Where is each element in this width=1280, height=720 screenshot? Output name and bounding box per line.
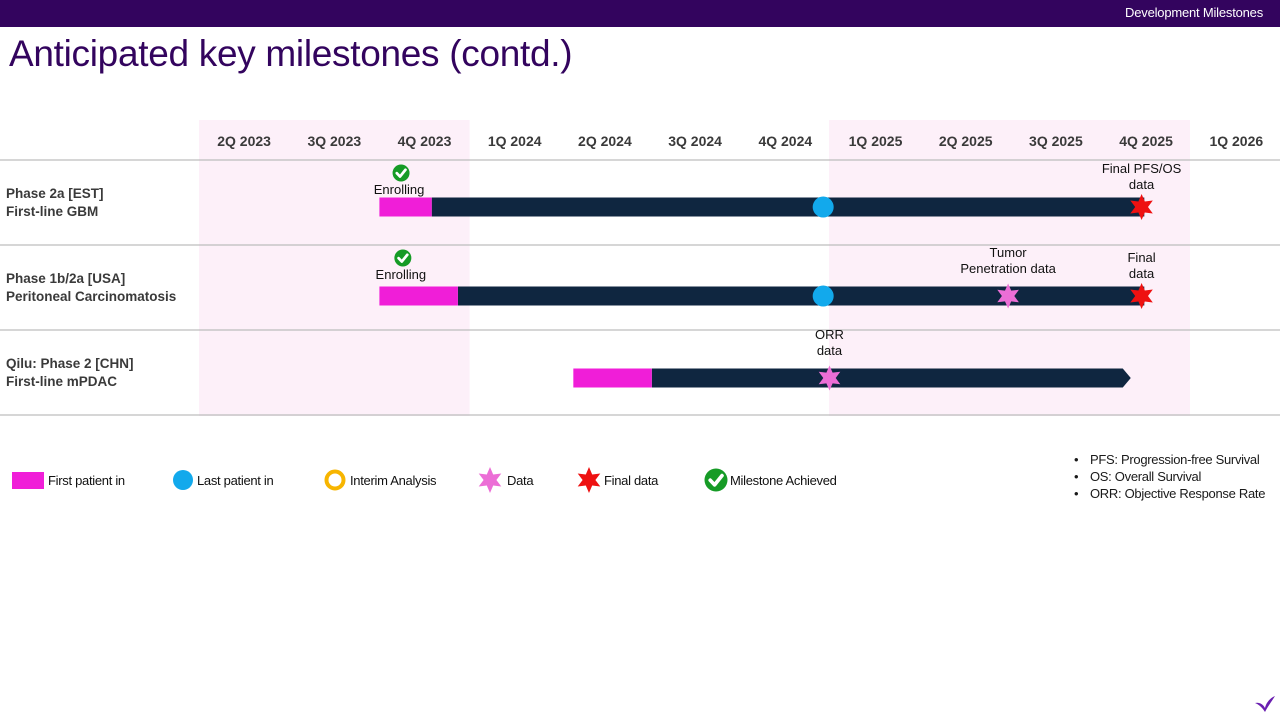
milestone-achieved-icon: [392, 164, 410, 182]
milestone-achieved-icon: [394, 249, 412, 267]
highlight-band-2025: [829, 120, 1190, 416]
quarter-header: 1Q 2024: [488, 133, 542, 149]
final-data-label: Final PFS/OS: [1102, 161, 1182, 176]
final-data-marker: [1130, 194, 1153, 220]
section-label: Development Milestones: [1125, 5, 1263, 20]
data-marker: [818, 365, 841, 391]
quarter-header: 4Q 2024: [758, 133, 812, 149]
data-marker-label: data: [817, 343, 843, 358]
legend-final-swatch: [577, 467, 601, 493]
quarter-header: 2Q 2024: [578, 133, 632, 149]
final-data-label: data: [1129, 266, 1155, 281]
row-label-indication: Peritoneal Carcinomatosis: [6, 289, 176, 304]
legend-first-patient-swatch: [12, 472, 44, 489]
timeline-bar: [457, 286, 1145, 306]
final-data-label: data: [1129, 177, 1155, 192]
row-label-title: Qilu: Phase 2 [CHN]: [6, 356, 134, 371]
company-logo-icon: [1255, 696, 1275, 712]
quarter-header: 3Q 2024: [668, 133, 722, 149]
row-label-title: Phase 1b/2a [USA]: [6, 271, 125, 286]
page-title: Anticipated key milestones (contd.): [9, 33, 573, 74]
quarter-header: 3Q 2023: [307, 133, 361, 149]
first-patient-segment: [379, 197, 432, 217]
last-patient-marker: [812, 285, 834, 307]
first-patient-segment: [379, 286, 458, 306]
quarter-header: 1Q 2025: [849, 133, 903, 149]
top-banner: Development Milestones: [0, 0, 1280, 27]
data-marker-label: Tumor: [990, 245, 1028, 260]
data-marker-label: ORR: [815, 327, 844, 342]
footnote-item: OS: Overall Survival: [1072, 469, 1265, 486]
milestone-label: Enrolling: [376, 267, 427, 282]
timeline-bar: [651, 368, 1131, 388]
data-marker: [997, 283, 1019, 309]
legend-achieved-label: Milestone Achieved: [730, 473, 837, 488]
row-label-indication: First-line GBM: [6, 204, 98, 219]
legend-interim-swatch: [324, 469, 346, 491]
legend-last-patient-swatch: [173, 470, 193, 490]
quarter-header: 2Q 2025: [939, 133, 993, 149]
row-label-indication: First-line mPDAC: [6, 374, 117, 389]
first-patient-segment: [573, 368, 652, 388]
legend-first-patient-label: First patient in: [48, 473, 125, 488]
highlight-band-2023: [199, 120, 470, 416]
legend-interim-label: Interim Analysis: [350, 473, 437, 488]
last-patient-marker: [812, 196, 834, 218]
quarter-header: 3Q 2025: [1029, 133, 1083, 149]
row-label-title: Phase 2a [EST]: [6, 186, 104, 201]
legend-achieved-icon: [704, 468, 728, 492]
quarter-header: 2Q 2023: [217, 133, 271, 149]
legend-data-swatch: [478, 467, 502, 493]
abbreviation-footnotes: PFS: Progression-free Survival OS: Overa…: [1072, 452, 1265, 503]
final-data-label: Final: [1127, 250, 1155, 265]
legend-data-label: Data: [507, 473, 534, 488]
legend-last-patient-label: Last patient in: [197, 473, 274, 488]
quarter-header: 4Q 2025: [1119, 133, 1173, 149]
quarter-header: 1Q 2026: [1209, 133, 1263, 149]
final-data-marker: [1130, 283, 1153, 309]
data-marker-label: Penetration data: [960, 261, 1056, 276]
legend-final-label: Final data: [604, 473, 659, 488]
timeline-bar: [431, 197, 1145, 217]
footnote-item: PFS: Progression-free Survival: [1072, 452, 1265, 469]
footnote-item: ORR: Objective Response Rate: [1072, 486, 1265, 503]
milestone-label: Enrolling: [374, 182, 425, 197]
quarter-header: 4Q 2023: [398, 133, 452, 149]
